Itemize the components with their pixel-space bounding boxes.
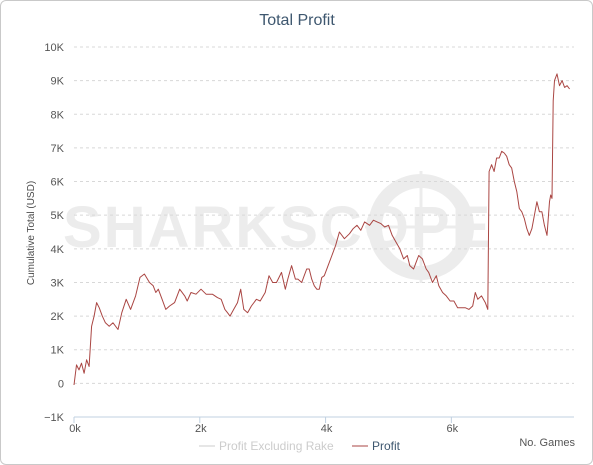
x-tick-label: 6k (447, 423, 459, 435)
y-tick-label: 8K (51, 109, 65, 121)
x-tick-label: 4k (321, 423, 333, 435)
y-tick-labels: −1K 0 1K 2K 3K 4K 5K 6K 7K 8K 9K 10K (44, 42, 65, 424)
crosshair-logo-icon (365, 171, 477, 283)
sharkscope-watermark: SHARKSCOPE (63, 171, 490, 283)
y-tick-label: 1K (51, 345, 65, 357)
legend-item-profit-excluding-rake[interactable]: Profit Excluding Rake (199, 439, 334, 453)
y-tick-label: 4K (51, 244, 65, 256)
y-tick-label: 0 (58, 378, 64, 390)
y-tick-label: 6K (51, 177, 65, 189)
x-axis-label: No. Games (519, 437, 575, 449)
y-tick-label: 2K (51, 311, 65, 323)
x-tick-label: 0k (69, 423, 81, 435)
series-layer (73, 73, 570, 386)
legend-label: Profit Excluding Rake (219, 439, 334, 453)
legend-item-profit[interactable]: Profit (352, 439, 401, 453)
y-tick-label: 10K (44, 42, 64, 54)
y-tick-label: −1K (44, 412, 65, 424)
y-axis-label: Cumulative Total (USD) (26, 181, 37, 285)
y-tick-label: 9K (51, 76, 65, 88)
x-tick-label: 2k (195, 423, 207, 435)
y-tick-label: 7K (51, 143, 65, 155)
y-gridlines (74, 46, 574, 384)
y-tick-label: 3K (51, 277, 65, 289)
y-tick-label: 5K (51, 210, 65, 222)
x-axis (73, 416, 574, 423)
series-line-profit (73, 73, 570, 386)
chart-title: Total Profit (259, 12, 335, 29)
x-tick-labels: 0k 2k 4k 6k (69, 423, 458, 435)
legend[interactable]: Profit Excluding Rake Profit (199, 439, 401, 453)
legend-label: Profit (372, 439, 401, 453)
